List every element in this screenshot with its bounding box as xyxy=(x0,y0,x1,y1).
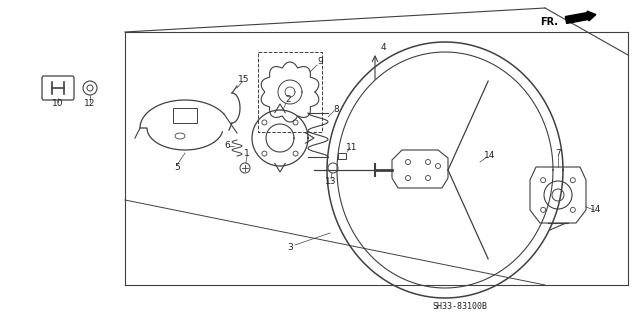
Text: 7: 7 xyxy=(555,149,561,158)
Text: 4: 4 xyxy=(380,43,386,53)
Text: 3: 3 xyxy=(287,243,293,253)
Text: 14: 14 xyxy=(590,205,602,214)
Text: 14: 14 xyxy=(484,151,496,160)
FancyArrow shape xyxy=(565,11,596,23)
Text: 2: 2 xyxy=(285,95,291,105)
Bar xyxy=(173,108,197,123)
Text: 1: 1 xyxy=(244,150,250,159)
Text: 9: 9 xyxy=(317,57,323,66)
Text: SH33-83100B: SH33-83100B xyxy=(433,302,488,311)
Text: 15: 15 xyxy=(238,76,250,85)
Bar xyxy=(338,153,346,159)
Text: 6: 6 xyxy=(224,142,230,151)
Text: 10: 10 xyxy=(52,100,64,108)
Text: 5: 5 xyxy=(174,164,180,173)
Text: 13: 13 xyxy=(325,176,337,186)
Text: 8: 8 xyxy=(333,106,339,115)
Text: FR.: FR. xyxy=(540,17,558,27)
Text: 12: 12 xyxy=(84,100,96,108)
Text: 11: 11 xyxy=(346,143,358,152)
